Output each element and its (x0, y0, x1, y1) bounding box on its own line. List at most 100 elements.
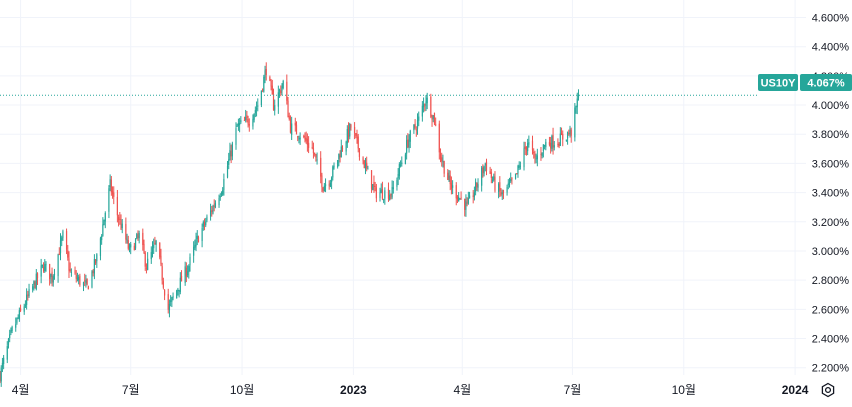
candle-body (413, 124, 415, 131)
candle-body (435, 124, 437, 126)
candle-body (203, 222, 206, 225)
candle-body (91, 271, 93, 288)
candle-body (483, 166, 485, 174)
candle-body (491, 179, 494, 181)
candle-body (236, 125, 238, 127)
y-tick-label: 3.000% (812, 246, 850, 258)
candle-body (527, 143, 529, 152)
candle-body (79, 275, 81, 286)
candle-body (82, 282, 85, 286)
candle-body (59, 240, 62, 254)
candle-body (303, 136, 305, 138)
candle-body (431, 118, 433, 120)
candle-body (329, 182, 331, 187)
candle-body (67, 250, 69, 258)
candle-body (87, 286, 89, 290)
candle-body (324, 184, 327, 187)
y-tick-label: 3.200% (812, 217, 850, 229)
candle-body (374, 185, 376, 187)
candle-body (272, 94, 275, 111)
candle-body (441, 157, 443, 162)
candle-body (498, 184, 500, 192)
candle-body (18, 310, 20, 320)
candle-body (408, 139, 410, 148)
candle-body (367, 168, 369, 170)
candle-body (280, 90, 282, 94)
candle-body (459, 198, 461, 200)
candle-body (15, 324, 17, 328)
candle-body (508, 182, 511, 185)
candle-body (246, 115, 248, 118)
candle-body (475, 181, 477, 192)
candle-body (297, 136, 299, 138)
candle-body (194, 244, 196, 248)
grid (0, 0, 806, 375)
candle-body (484, 163, 486, 166)
candle-body (381, 188, 384, 199)
candle-body (24, 304, 27, 307)
candle-body (102, 224, 104, 237)
candle-body (466, 202, 468, 204)
candle-body (17, 317, 19, 319)
candle-body (170, 300, 172, 302)
x-axis[interactable]: 4월 7월 10월 2023 4월 7월 10월 2024 (12, 383, 809, 397)
candle-body (270, 80, 272, 87)
candle-body (422, 103, 425, 108)
candle-body (387, 188, 390, 199)
candle-body (506, 187, 508, 193)
x-tick-label: 10월 (230, 383, 254, 397)
candle-body (49, 263, 51, 279)
x-tick-label: 2023 (340, 383, 367, 397)
candle-body (576, 98, 578, 108)
candle-body (86, 278, 88, 285)
candle-body (363, 160, 365, 169)
candle-body (145, 267, 148, 269)
candle-body (16, 317, 18, 323)
candle-body (481, 167, 483, 186)
candle-body (248, 124, 250, 126)
candle-body (489, 170, 491, 174)
candle-body (0, 367, 2, 382)
candle-body (482, 167, 484, 173)
candle-body (517, 165, 519, 174)
y-tick-label: 2.800% (812, 275, 850, 287)
candle-body (458, 196, 460, 202)
candle-body (231, 143, 233, 157)
candle-body (345, 141, 347, 152)
candle-body (349, 123, 351, 137)
chart-settings-button[interactable] (814, 378, 842, 402)
candle-body (404, 154, 407, 164)
candle-body (108, 188, 110, 212)
candle-body (36, 273, 39, 279)
candle-body (548, 142, 551, 145)
candle-body (235, 128, 237, 145)
candle-body (358, 148, 361, 157)
candle-body (136, 234, 138, 239)
y-axis[interactable]: 2.200% 2.400% 2.600% 2.800% 3.000% 3.200% 3.40… (812, 0, 850, 375)
candle-body (289, 118, 292, 133)
candle-body (120, 220, 122, 230)
candle-body (433, 113, 436, 124)
candle-body (333, 165, 335, 168)
candle-body (311, 147, 313, 149)
candles (0, 62, 580, 387)
candle-body (528, 141, 530, 145)
candle-body (472, 195, 474, 198)
candle-body (490, 172, 492, 178)
candle-body (448, 175, 450, 179)
y-tick-label: 3.800% (812, 129, 850, 141)
candle-body (516, 173, 518, 175)
candle-body (160, 255, 162, 265)
candle-body (263, 76, 265, 92)
candle-body (306, 138, 308, 145)
candle-body (10, 330, 12, 333)
candle-body (304, 136, 306, 140)
candle-body (341, 147, 344, 150)
candle-body (230, 150, 232, 157)
candle-body (439, 154, 442, 160)
candle-body (23, 306, 25, 312)
candle-body (396, 180, 398, 187)
candle-body (485, 161, 488, 171)
